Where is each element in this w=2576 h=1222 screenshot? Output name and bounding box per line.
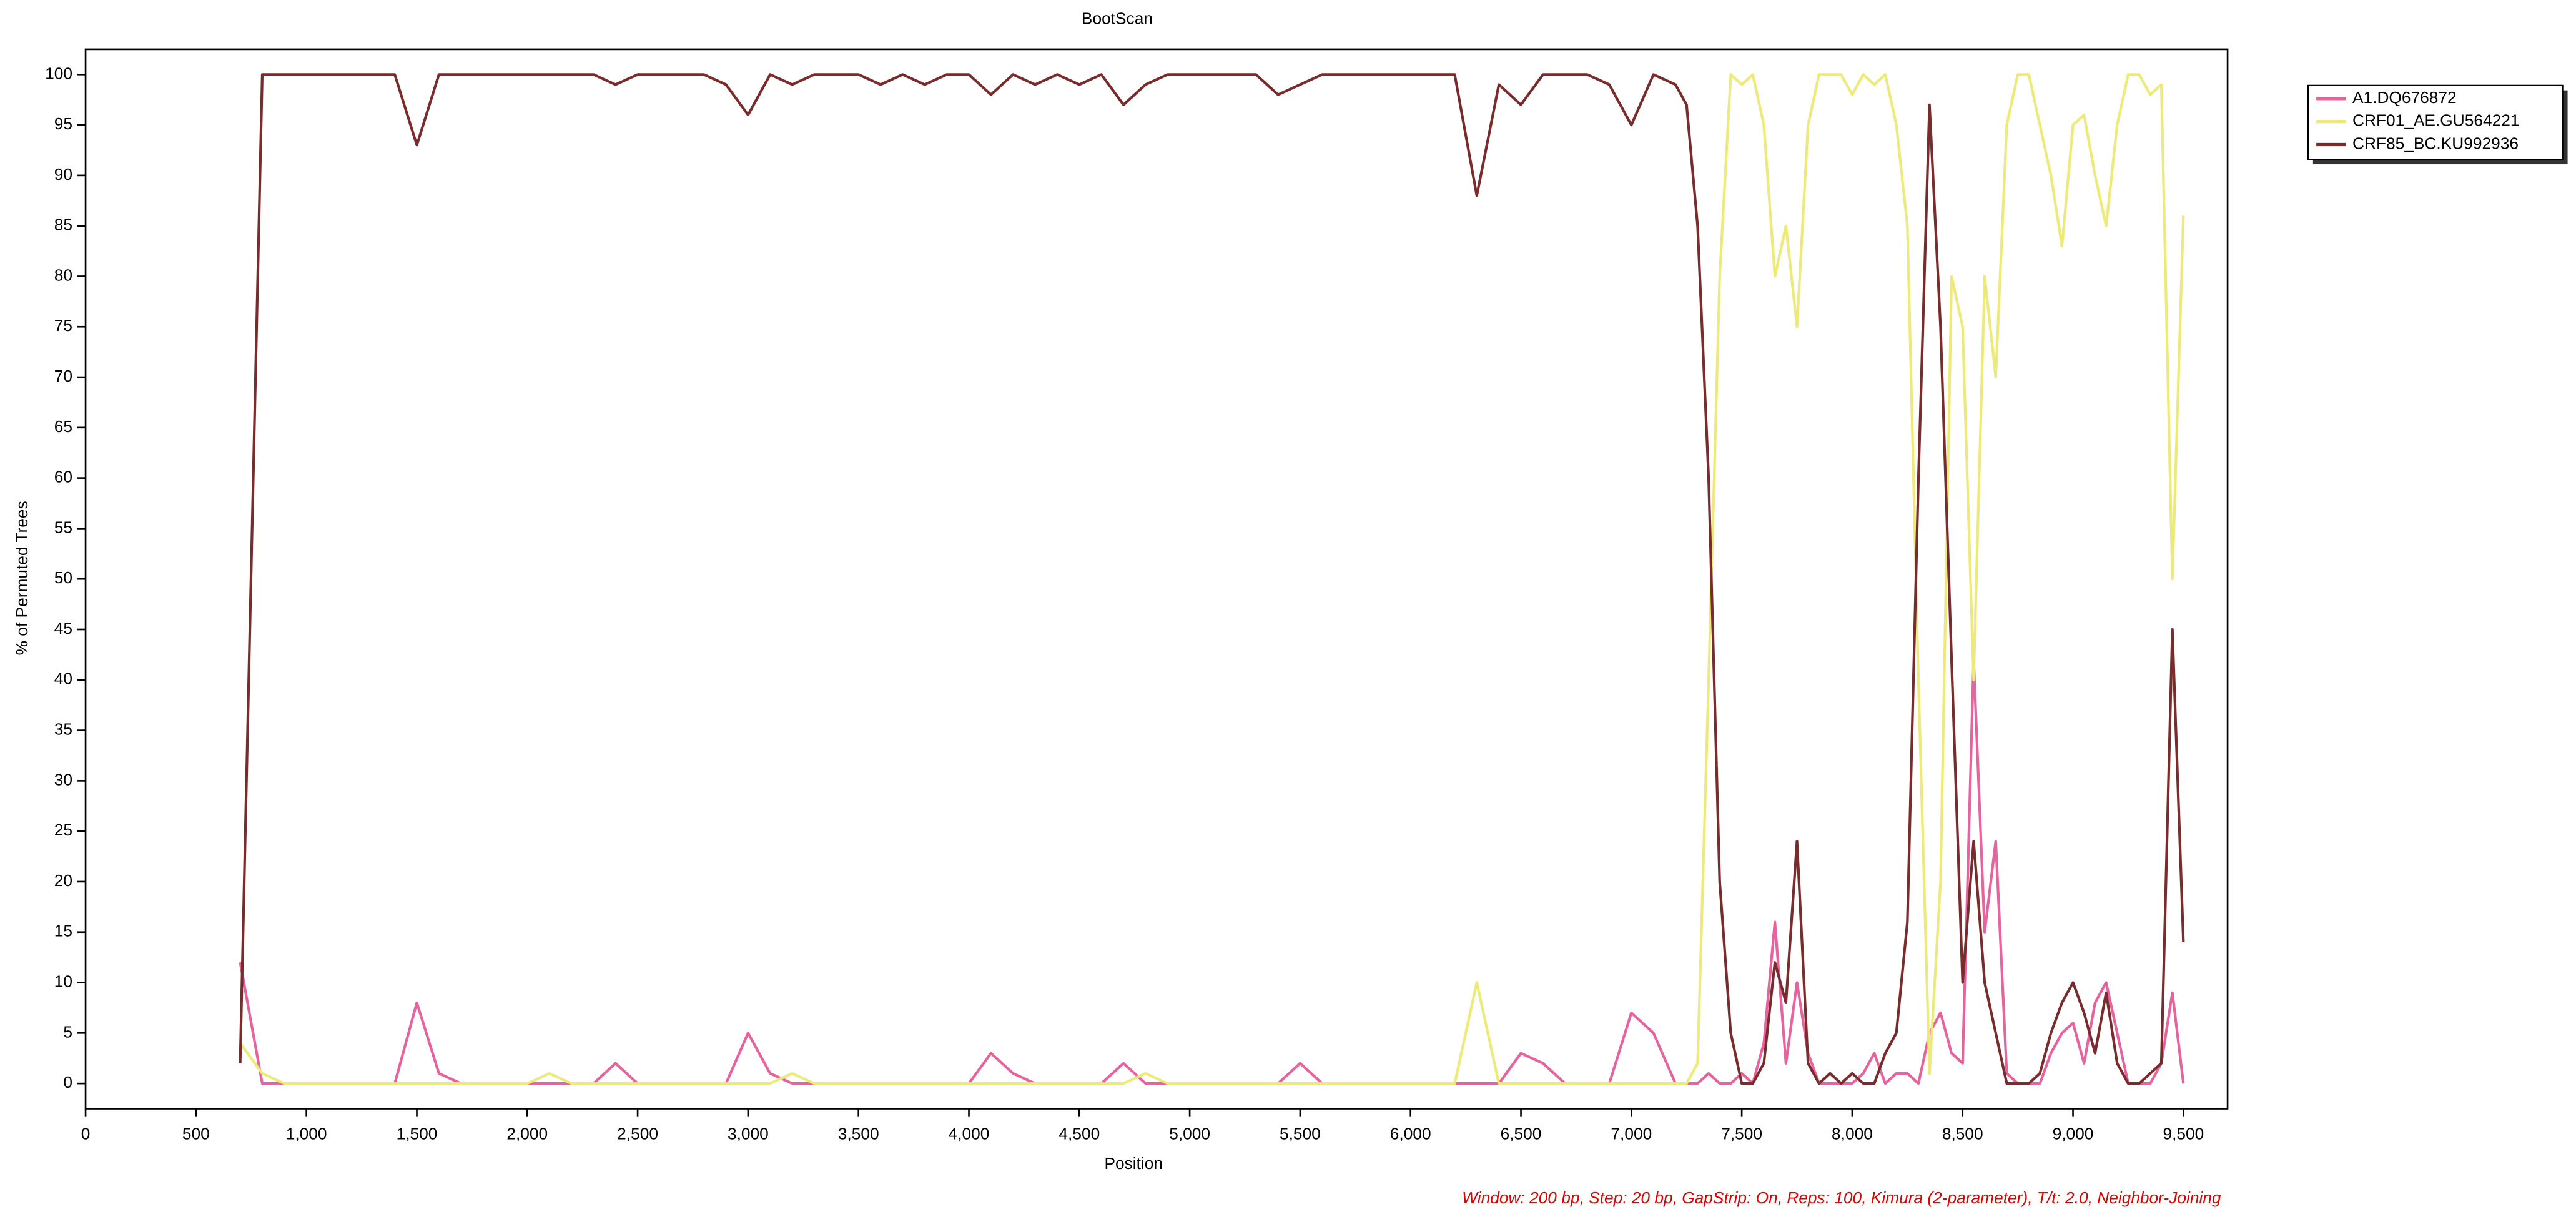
x-tick-label: 1,500 [397, 1125, 438, 1143]
x-tick-label: 3,000 [728, 1125, 769, 1143]
x-tick-label: 9,500 [2163, 1125, 2204, 1143]
x-tick-label: 4,500 [1059, 1125, 1100, 1143]
x-tick-label: 3,500 [838, 1125, 879, 1143]
y-tick-label: 30 [54, 770, 72, 789]
footnote: Window: 200 bp, Step: 20 bp, GapStrip: O… [1462, 1188, 2221, 1207]
x-tick-label: 4,000 [949, 1125, 990, 1143]
y-tick-label: 15 [54, 922, 72, 940]
legend-label: CRF85_BC.KU992936 [2352, 134, 2519, 152]
x-tick-label: 1,000 [286, 1125, 327, 1143]
x-tick-label: 8,500 [1942, 1125, 1983, 1143]
y-tick-label: 85 [54, 215, 72, 234]
x-tick-label: 7,000 [1611, 1125, 1652, 1143]
y-tick-label: 25 [54, 820, 72, 839]
y-tick-label: 100 [45, 64, 72, 82]
x-tick-label: 2,000 [506, 1125, 548, 1143]
y-axis-label: % of Permuted Trees [12, 501, 31, 655]
x-tick-label: 8,000 [1832, 1125, 1873, 1143]
x-tick-label: 9,000 [2053, 1125, 2094, 1143]
x-axis-label: Position [1104, 1154, 1163, 1173]
x-tick-label: 2,500 [617, 1125, 658, 1143]
y-tick-label: 95 [54, 114, 72, 133]
y-tick-label: 70 [54, 367, 72, 385]
series-line [239, 73, 2185, 1085]
y-tick-label: 5 [63, 1022, 72, 1041]
y-tick-label: 60 [54, 468, 72, 486]
y-tick-label: 40 [54, 669, 72, 688]
x-tick-label: 7,500 [1721, 1125, 1762, 1143]
y-tick-label: 10 [54, 972, 72, 990]
y-tick-label: 45 [54, 619, 72, 638]
y-tick-label: 75 [54, 316, 72, 335]
x-tick-label: 6,500 [1501, 1125, 1542, 1143]
x-tick-label: 500 [182, 1125, 210, 1143]
y-tick-label: 50 [54, 568, 72, 587]
legend-box [2307, 84, 2564, 160]
y-tick-label: 90 [54, 165, 72, 184]
y-tick-label: 80 [54, 265, 72, 284]
x-tick-label: 5,500 [1280, 1125, 1321, 1143]
chart-title: BootScan [1082, 9, 1153, 28]
x-tick-label: 5,000 [1169, 1125, 1210, 1143]
legend-label: CRF01_AE.GU564221 [2352, 111, 2520, 130]
legend-label: A1.DQ676872 [2352, 88, 2457, 107]
y-tick-label: 65 [54, 417, 72, 436]
series-line [239, 73, 2185, 1085]
y-tick-label: 0 [63, 1073, 72, 1091]
x-tick-label: 6,000 [1390, 1125, 1431, 1143]
y-tick-label: 20 [54, 871, 72, 890]
y-tick-label: 55 [54, 518, 72, 536]
y-tick-label: 35 [54, 720, 72, 739]
x-tick-label: 0 [81, 1125, 91, 1143]
